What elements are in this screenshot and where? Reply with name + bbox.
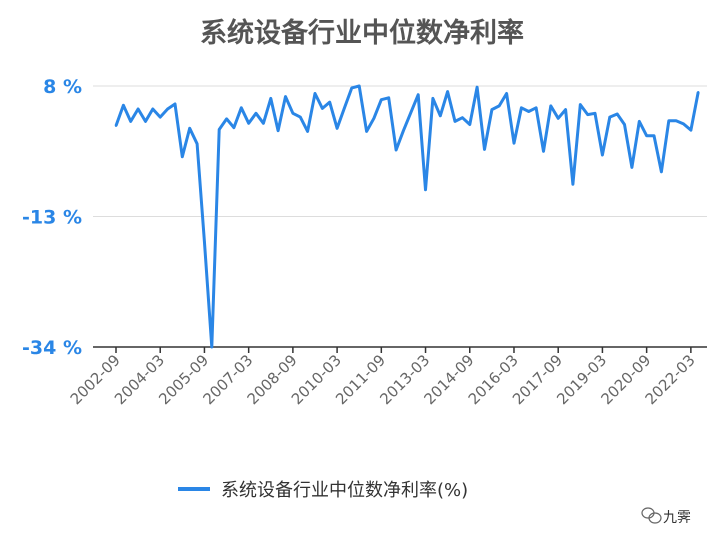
data-point xyxy=(623,123,626,126)
x-axis-ticks: 2002-092004-032005-092007-032008-092010-… xyxy=(67,347,699,408)
y-tick-label: 8 % xyxy=(43,76,82,98)
data-point xyxy=(512,142,516,145)
data-point xyxy=(225,117,228,121)
series-line xyxy=(114,84,700,349)
data-point xyxy=(166,107,169,111)
data-point xyxy=(254,112,258,115)
data-point xyxy=(630,166,634,169)
data-point xyxy=(645,134,648,137)
data-point xyxy=(527,110,530,113)
data-point xyxy=(203,240,206,243)
data-point xyxy=(475,86,479,89)
data-point xyxy=(173,102,177,106)
data-point xyxy=(682,122,685,126)
data-point xyxy=(114,124,118,128)
data-point xyxy=(505,92,508,95)
data-point xyxy=(269,97,272,100)
data-point xyxy=(453,120,457,123)
data-point xyxy=(247,122,250,125)
grid-lines xyxy=(93,85,707,217)
data-point xyxy=(468,123,471,126)
watermark: 九霁 xyxy=(641,507,691,526)
data-point xyxy=(520,106,523,110)
data-point xyxy=(262,122,265,125)
data-point xyxy=(660,170,663,173)
data-point xyxy=(409,111,412,114)
data-point xyxy=(571,183,575,186)
data-point xyxy=(380,98,383,101)
data-point xyxy=(652,134,656,137)
legend-label: 系统设备行业中位数净利率(%) xyxy=(221,480,468,501)
data-point xyxy=(667,119,670,123)
data-point xyxy=(490,108,494,111)
data-point xyxy=(218,128,221,131)
data-point xyxy=(321,107,324,110)
data-point xyxy=(159,115,162,119)
data-point xyxy=(122,104,125,107)
data-point xyxy=(306,130,309,133)
legend: 系统设备行业中位数净利率(%) xyxy=(178,480,468,501)
data-point xyxy=(350,86,353,90)
data-point xyxy=(564,108,567,111)
data-point xyxy=(431,97,435,100)
data-point xyxy=(372,117,376,120)
data-point xyxy=(586,113,589,116)
data-point xyxy=(276,129,280,132)
series-group xyxy=(114,84,700,349)
data-point xyxy=(358,84,361,88)
data-point xyxy=(210,345,213,349)
data-point xyxy=(188,127,191,130)
y-tick-label: -34 % xyxy=(22,337,82,359)
data-point xyxy=(291,112,295,115)
data-point xyxy=(557,117,560,120)
wechat-icon xyxy=(641,507,662,524)
data-point xyxy=(313,92,317,95)
data-point xyxy=(579,103,582,106)
data-point xyxy=(343,106,346,110)
data-point xyxy=(129,120,132,123)
data-point xyxy=(446,90,449,93)
data-point xyxy=(195,142,199,145)
data-point xyxy=(616,112,619,116)
data-point xyxy=(394,148,398,152)
data-point xyxy=(328,101,331,104)
data-point xyxy=(136,107,140,111)
data-point xyxy=(674,119,678,123)
data-point xyxy=(549,104,552,108)
data-point xyxy=(608,115,611,119)
data-point xyxy=(284,95,287,98)
data-point xyxy=(181,155,184,158)
data-point xyxy=(697,91,700,94)
data-point xyxy=(534,106,538,110)
data-point xyxy=(601,153,604,157)
data-point xyxy=(424,188,427,191)
data-point xyxy=(461,116,464,119)
data-point xyxy=(593,112,597,115)
y-tick-label: -13 % xyxy=(22,207,82,229)
data-point xyxy=(417,93,420,96)
data-point xyxy=(638,120,641,123)
y-axis-ticks: 8 % -13 % -34 % xyxy=(22,76,82,359)
chart-title: 系统设备行业中位数净利率 xyxy=(200,17,524,49)
data-point xyxy=(240,106,243,110)
data-point xyxy=(542,150,545,153)
data-point xyxy=(144,120,147,123)
data-point xyxy=(498,104,501,108)
data-point xyxy=(439,114,442,118)
data-point xyxy=(335,127,339,130)
data-point xyxy=(402,129,405,132)
data-point xyxy=(365,130,368,133)
data-point xyxy=(151,107,154,111)
data-point xyxy=(689,128,693,132)
data-point xyxy=(483,148,486,151)
data-point xyxy=(299,115,302,119)
watermark-text: 九霁 xyxy=(663,510,691,526)
data-point xyxy=(232,126,236,129)
data-point xyxy=(387,96,390,100)
